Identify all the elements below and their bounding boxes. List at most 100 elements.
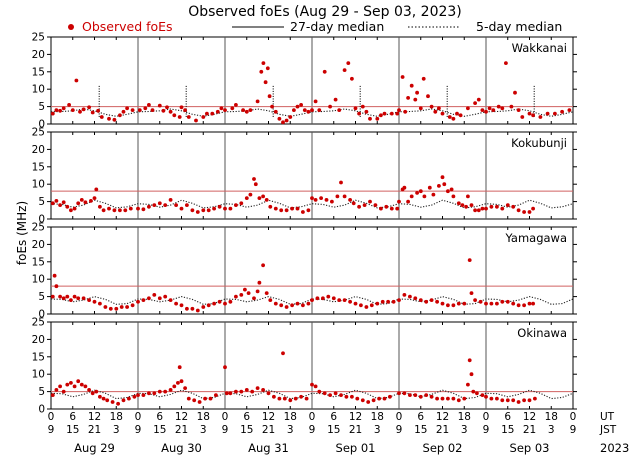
observed-point: [94, 389, 99, 394]
observed-point: [179, 379, 184, 384]
observed-point: [388, 394, 392, 399]
observed-point: [408, 294, 412, 299]
observed-point: [413, 296, 418, 301]
observed-point: [241, 108, 246, 112]
station-label: Wakkanai: [512, 41, 567, 55]
observed-point: [270, 104, 274, 109]
observed-point: [203, 396, 208, 401]
ut-tick-label: 0: [222, 411, 229, 423]
observed-point: [234, 203, 238, 208]
observed-point: [212, 206, 217, 211]
observed-point: [244, 388, 249, 392]
y-tick-label: 15: [32, 351, 45, 363]
observed-point: [505, 398, 510, 403]
observed-point: [322, 391, 327, 396]
observed-point: [362, 203, 367, 208]
observed-point: [273, 206, 278, 211]
observed-point: [292, 108, 296, 112]
station-label: Kokubunji: [511, 136, 567, 150]
observed-point: [177, 115, 182, 119]
day-label: Aug 30: [161, 441, 202, 455]
observed-point: [234, 103, 238, 107]
observed-point: [81, 296, 86, 301]
observed-point: [489, 396, 494, 401]
observed-point: [168, 109, 173, 114]
jst-tick-label: 21: [436, 424, 449, 436]
observed-point: [505, 299, 510, 304]
observed-point: [157, 103, 162, 108]
observed-point: [402, 391, 407, 396]
observed-point: [397, 199, 401, 204]
observed-point: [511, 398, 516, 403]
observed-point: [516, 303, 521, 308]
observed-point: [268, 204, 273, 209]
observed-point: [157, 201, 162, 206]
observed-point: [110, 400, 115, 404]
observed-point: [152, 293, 157, 297]
observed-point: [435, 299, 439, 304]
observed-point: [455, 111, 459, 116]
observed-point: [123, 208, 128, 213]
observed-point: [348, 198, 352, 202]
observed-point: [114, 306, 119, 311]
ut-tick-label: 18: [545, 411, 558, 423]
observed-point: [248, 108, 253, 112]
observed-point: [391, 299, 396, 304]
jst-tick-label: 3: [374, 424, 381, 436]
observed-point: [147, 391, 151, 396]
ut-tick-label: 6: [417, 411, 424, 423]
ut-tick-label: 12: [262, 411, 275, 423]
ut-tick-label: 18: [284, 411, 297, 423]
observed-point: [495, 396, 499, 401]
observed-point: [69, 381, 73, 385]
observed-point: [92, 299, 97, 304]
observed-point: [76, 296, 81, 301]
observed-point: [337, 108, 342, 112]
observed-point: [446, 189, 450, 194]
observed-point: [371, 398, 376, 403]
observed-point: [72, 384, 77, 389]
observed-point: [377, 396, 381, 401]
observed-point: [92, 196, 97, 201]
observed-point: [353, 301, 358, 306]
observed-point: [101, 208, 106, 213]
observed-point: [429, 104, 434, 109]
observed-point: [112, 208, 117, 213]
observed-point: [98, 204, 102, 209]
jst-tick-label: 15: [240, 424, 253, 436]
observed-point: [313, 198, 318, 202]
y-tick-label: 20: [32, 239, 45, 251]
ut-tick-label: 6: [156, 411, 163, 423]
observed-point: [397, 391, 401, 396]
ut-tick-label: 0: [570, 411, 577, 423]
observed-point: [157, 389, 162, 394]
observed-point: [150, 108, 155, 112]
year-label: 2023: [600, 441, 629, 455]
observed-point: [386, 299, 390, 304]
observed-point: [69, 208, 73, 213]
jst-tick-label: 9: [309, 424, 316, 436]
observed-point: [500, 206, 505, 211]
observed-point: [208, 396, 213, 401]
observed-point: [310, 298, 314, 302]
observed-point: [201, 208, 206, 213]
observed-point: [273, 109, 278, 114]
observed-point: [215, 109, 220, 114]
observed-point: [239, 293, 244, 297]
observed-point: [65, 382, 70, 387]
observed-point: [351, 201, 356, 206]
observed-point: [54, 284, 59, 289]
observed-point: [437, 106, 441, 111]
y-tick-label: 15: [32, 161, 45, 173]
observed-point: [458, 113, 463, 118]
jst-tick-label: 15: [501, 424, 514, 436]
observed-point: [319, 196, 323, 201]
observed-point: [90, 110, 95, 115]
observed-point: [206, 208, 211, 213]
observed-point: [107, 206, 111, 211]
panel-wakkanai: 0 5 10 15 20 25 Wakkanai: [32, 32, 577, 131]
observed-point: [248, 192, 253, 197]
observed-point: [500, 398, 505, 403]
observed-point: [406, 96, 410, 100]
observed-point: [567, 108, 572, 112]
